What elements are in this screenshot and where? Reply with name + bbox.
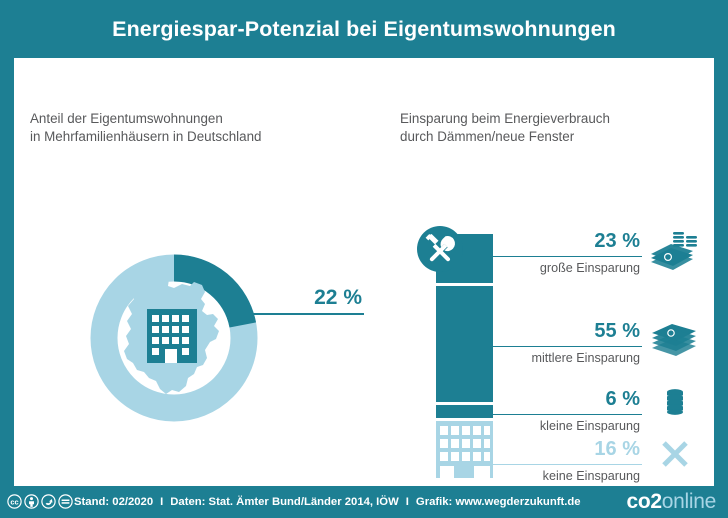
bar-building-icon xyxy=(436,421,493,478)
coin-stack-icon xyxy=(646,386,704,420)
callout-leader-line xyxy=(227,317,247,319)
footer-separator-2: I xyxy=(405,496,409,508)
footer-credits: Stand: 02/2020 I Daten: Stat. Ämter Bund… xyxy=(74,486,581,518)
logo-online-text: online xyxy=(661,490,717,513)
row-rule xyxy=(493,256,642,258)
bar-label-row: 16 % keine Einsparung xyxy=(493,438,642,484)
row-value: 6 % xyxy=(605,388,640,410)
row-rule xyxy=(493,414,642,416)
bar-label-row: 6 % kleine Einsparung xyxy=(493,388,642,434)
footer-source: Daten: Stat. Ämter Bund/Länder 2014, IÖW xyxy=(170,496,399,508)
sa-icon xyxy=(41,494,56,509)
row-label: keine Einsparung xyxy=(542,469,640,484)
page-title: Energiespar-Potenzial bei Eigentumswohnu… xyxy=(112,16,616,41)
footer-bar: cc Stand: 02/2020 I xyxy=(0,486,728,518)
nd-icon xyxy=(58,494,73,509)
apartment-building-icon xyxy=(141,305,203,367)
header-bar: Energiespar-Potenzial bei Eigentumswohnu… xyxy=(0,0,728,58)
left-heading-line-2: in Mehrfamilienhäusern in Deutschland xyxy=(30,129,262,144)
footer-separator-1: I xyxy=(160,496,164,508)
row-value: 23 % xyxy=(594,230,640,252)
bar-segment-kleine-einsparung xyxy=(436,405,493,418)
row-label: große Einsparung xyxy=(539,261,640,276)
cc-icon: cc xyxy=(7,494,22,509)
donut-callout: 22 % xyxy=(244,286,364,315)
donut-callout-value: 22 % xyxy=(314,286,362,309)
co2online-logo[interactable]: co2 online xyxy=(626,486,716,518)
content-panel: Anteil der Eigentumswohnungen in Mehrfam… xyxy=(14,58,714,486)
right-heading-line-1: Einsparung beim Energieverbrauch xyxy=(400,111,610,126)
cross-x-icon xyxy=(646,436,704,472)
banknotes-icon xyxy=(646,320,704,360)
bar-label-row: 55 % mittlere Einsparung xyxy=(493,320,642,366)
license-icon-group: cc xyxy=(7,494,73,509)
row-rule xyxy=(493,464,642,466)
left-section-heading: Anteil der Eigentumswohnungen in Mehrfam… xyxy=(30,110,262,146)
svg-text:cc: cc xyxy=(10,497,18,506)
stacked-bar-chart xyxy=(436,234,493,478)
row-label: mittlere Einsparung xyxy=(531,351,641,366)
hammer-wrench-icon xyxy=(417,226,463,272)
row-value: 55 % xyxy=(594,320,640,342)
row-value: 16 % xyxy=(594,438,640,460)
bar-label-row: 23 % große Einsparung xyxy=(493,230,642,276)
by-icon xyxy=(24,494,39,509)
logo-co2-text: co2 xyxy=(626,490,662,513)
right-section-heading: Einsparung beim Energieverbrauch durch D… xyxy=(400,110,610,146)
bar-segment-mittlere-einsparung xyxy=(436,286,493,402)
footer-date: Stand: 02/2020 xyxy=(74,496,154,508)
right-heading-line-2: durch Dämmen/neue Fenster xyxy=(400,129,575,144)
coins-on-banknotes-icon xyxy=(646,226,704,274)
donut-chart xyxy=(90,254,258,422)
footer-graphic-credit: Grafik: www.wegderzukunft.de xyxy=(415,496,581,508)
row-label: kleine Einsparung xyxy=(539,419,640,434)
donut-callout-rule xyxy=(244,313,364,315)
row-rule xyxy=(493,346,642,348)
left-heading-line-1: Anteil der Eigentumswohnungen xyxy=(30,111,223,126)
